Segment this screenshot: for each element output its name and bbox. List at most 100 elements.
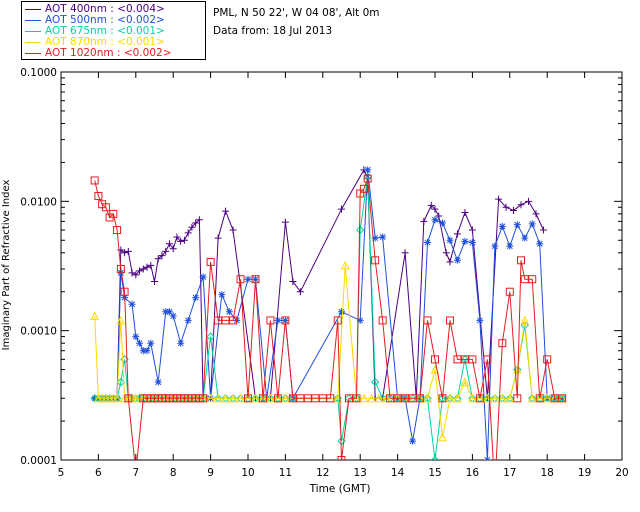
data-point (528, 220, 536, 228)
data-point (266, 316, 275, 325)
data-point (221, 393, 230, 403)
data-point (326, 394, 335, 403)
data-point (438, 219, 446, 227)
site-location: PML, N 50 22', W 04 08', Alt 0m (213, 7, 380, 19)
legend-item-870nm: AOT 870nm : <0.001> (25, 36, 165, 48)
x-tick-label-7: 7 (132, 467, 139, 479)
data-point (165, 308, 173, 316)
x-tick-label-18: 18 (541, 467, 554, 479)
data-point (116, 377, 126, 387)
data-point (356, 316, 364, 324)
x-tick-label-13: 13 (354, 467, 367, 479)
data-point (121, 249, 129, 257)
data-point (409, 437, 417, 445)
data-point (401, 249, 409, 257)
data-point (525, 197, 532, 205)
data-point (446, 236, 454, 244)
data-point (460, 377, 470, 387)
legend-swatch-870nm (25, 41, 41, 43)
data-point (424, 239, 432, 247)
data-point (136, 339, 144, 347)
legend-swatch-400nm (25, 8, 41, 10)
data-point (363, 174, 372, 183)
data-point (468, 355, 477, 364)
data-point (225, 308, 233, 316)
data-point (131, 393, 141, 403)
data-point (539, 226, 547, 234)
y-tick-label-1: 0.0010 (20, 326, 57, 338)
data-point (491, 485, 498, 492)
data-point (228, 393, 238, 403)
legend: AOT 400nm : <0.004> AOT 500nm : <0.002> … (21, 1, 206, 60)
data-point (416, 394, 425, 403)
data-point (359, 184, 368, 193)
data-point (143, 263, 151, 271)
data-point (195, 216, 203, 224)
data-point (258, 394, 267, 403)
series-2 (90, 172, 567, 460)
data-point (359, 393, 369, 403)
legend-item-675nm: AOT 675nm : <0.001> (25, 25, 165, 37)
data-point (229, 316, 238, 325)
data-point (374, 393, 384, 403)
data-point (281, 316, 290, 325)
data-point (154, 378, 162, 386)
data-point (527, 393, 537, 403)
data-point (120, 287, 129, 296)
data-point (169, 312, 177, 320)
data-point (136, 267, 144, 275)
data-point (483, 355, 492, 364)
data-point (521, 234, 529, 242)
data-point (427, 201, 435, 209)
data-point (379, 233, 387, 241)
data-point (188, 223, 196, 231)
data-point (109, 209, 118, 218)
data-point (491, 242, 499, 250)
y-tick-label-0: 0.0001 (20, 455, 57, 467)
data-point (266, 393, 275, 403)
data-point (236, 275, 245, 284)
series-4 (90, 174, 567, 492)
data-point (430, 455, 440, 460)
data-point (206, 332, 215, 341)
data-point (177, 339, 185, 347)
data-point (244, 394, 252, 403)
data-point (371, 256, 380, 265)
data-point (528, 275, 537, 284)
x-tick-label-5: 5 (58, 467, 65, 479)
data-point (128, 300, 136, 308)
data-point (364, 166, 372, 174)
data-point (453, 256, 461, 264)
data-point (468, 239, 476, 247)
data-point (520, 315, 530, 325)
data-point (517, 201, 525, 209)
data-point (438, 394, 447, 403)
data-point (543, 355, 552, 364)
data-point (214, 234, 222, 242)
data-point (498, 222, 506, 230)
data-point (423, 316, 432, 325)
data-point (184, 229, 192, 237)
data-point (338, 308, 345, 316)
data-point (177, 237, 185, 245)
data-point (244, 275, 252, 283)
data-point (151, 277, 158, 285)
y-tick-label-3: 0.1000 (20, 67, 57, 79)
data-point (502, 203, 510, 211)
x-tick-label-20: 20 (615, 467, 628, 479)
x-tick-label-17: 17 (503, 467, 516, 479)
data-point (251, 275, 260, 284)
data-point (112, 393, 122, 403)
data-point (423, 393, 432, 403)
x-tick-label-11: 11 (279, 467, 292, 479)
chart-axes: 5 6 7 8 9 10 11 12 13 14 15 16 17 18 19 20 0.0001 0.0010 0… (20, 67, 628, 479)
data-point (490, 393, 500, 403)
chart-series (90, 166, 567, 492)
data-point (173, 233, 181, 241)
data-point (483, 393, 492, 403)
data-point (338, 205, 345, 213)
data-point (506, 242, 514, 250)
series-1 (91, 166, 566, 460)
data-point (378, 316, 387, 325)
